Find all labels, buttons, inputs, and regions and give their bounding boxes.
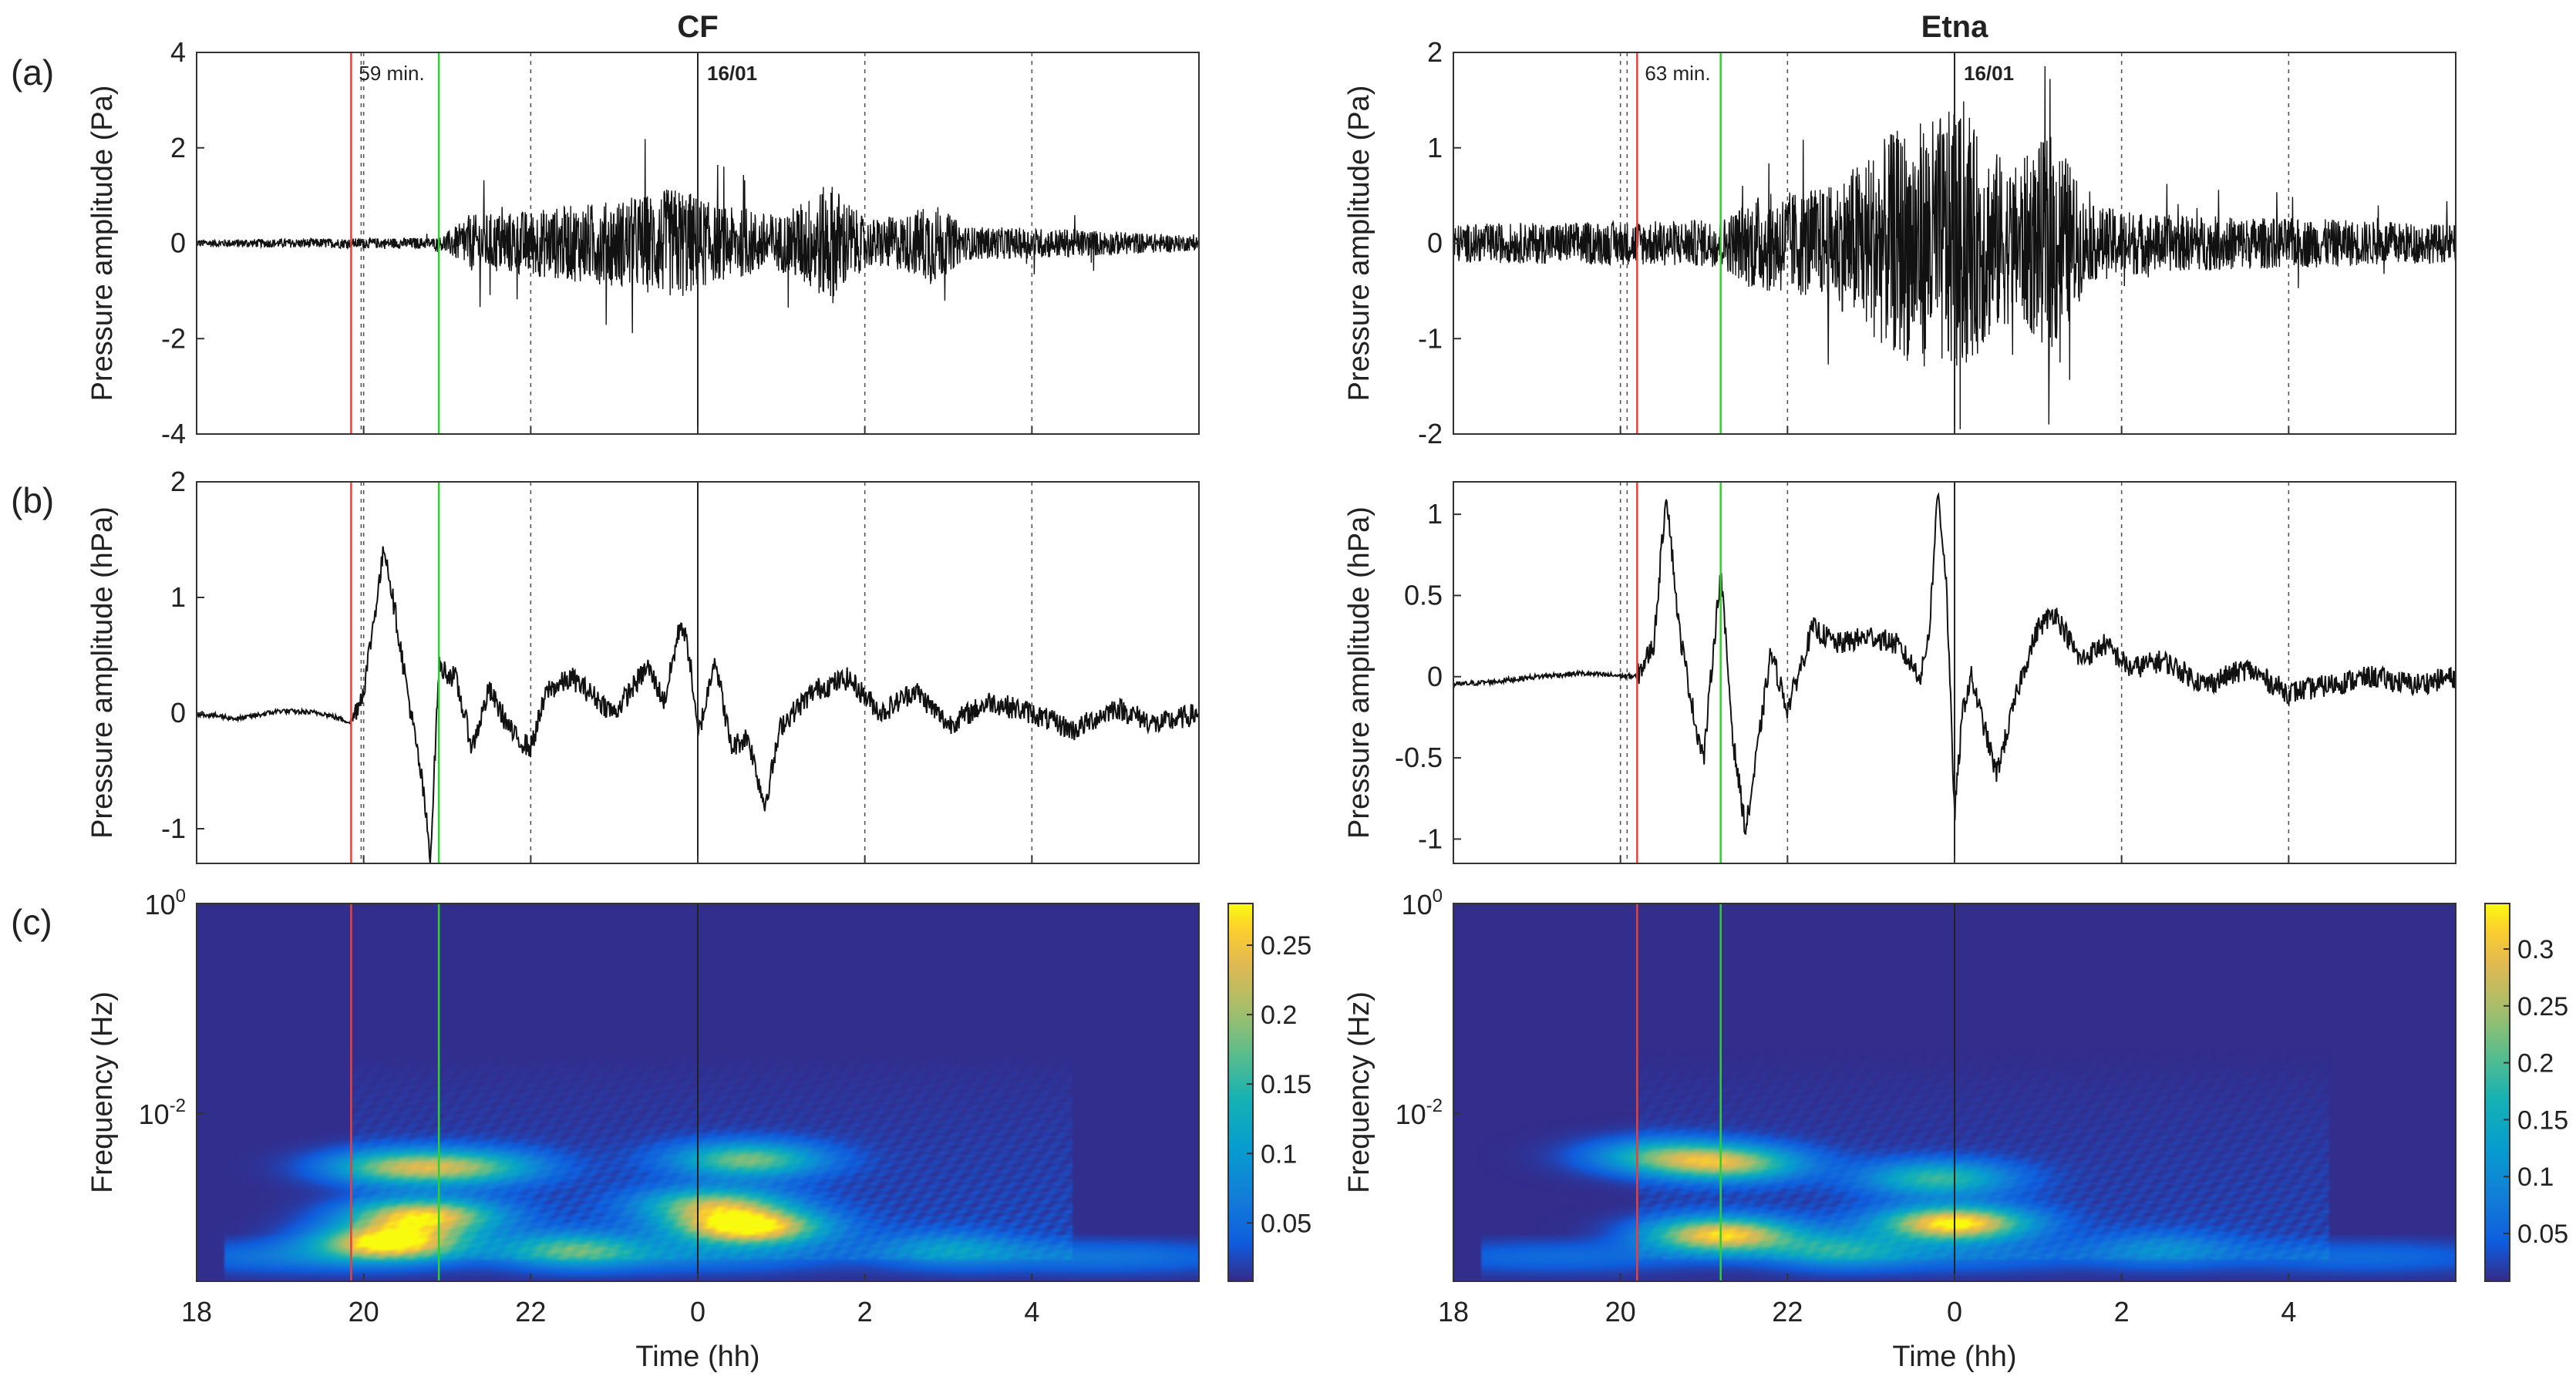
colorbar-tick-label: 0.2 bbox=[1261, 1001, 1297, 1030]
colorbar-tick-label: 0.1 bbox=[1261, 1139, 1297, 1169]
x-tick-label: 20 bbox=[349, 1296, 379, 1327]
y-tick-label: 100 bbox=[1402, 886, 1443, 920]
colorbar bbox=[1227, 903, 1254, 1282]
y-tick-label: 2 bbox=[1427, 36, 1443, 68]
date-label: 16/01 bbox=[707, 62, 757, 85]
y-axis-label: Pressure amplitude (Pa) bbox=[86, 86, 119, 402]
x-tick-label: 20 bbox=[1605, 1296, 1636, 1327]
y-tick-exponent: 0 bbox=[1433, 886, 1443, 907]
x-tick-label: 0 bbox=[690, 1296, 705, 1327]
y-axis-label: Frequency (Hz) bbox=[1343, 991, 1376, 1193]
x-tick-label: 0 bbox=[1947, 1296, 1962, 1327]
y-tick-label: 0 bbox=[1427, 661, 1443, 692]
y-tick-label: 2 bbox=[170, 132, 186, 163]
x-tick-label: 2 bbox=[2114, 1296, 2130, 1327]
x-tick-label: 4 bbox=[1024, 1296, 1039, 1327]
y-tick-exponent: -2 bbox=[1426, 1095, 1443, 1116]
y-tick-exponent: -2 bbox=[170, 1095, 186, 1116]
colorbar-tick-label: 0.05 bbox=[1261, 1209, 1312, 1238]
y-tick-label: -0.5 bbox=[1395, 742, 1443, 773]
y-tick-exponent: 0 bbox=[176, 886, 186, 907]
y-axis-label: Pressure amplitude (Pa) bbox=[1343, 86, 1376, 402]
colorbar-tick-label: 0.15 bbox=[1261, 1070, 1312, 1099]
y-tick-label: 10-2 bbox=[1396, 1095, 1443, 1130]
delay-annotation: 59 min. bbox=[359, 62, 424, 85]
y-tick-label: 0 bbox=[1427, 227, 1443, 259]
y-tick-base: 10 bbox=[139, 1099, 170, 1130]
y-tick-label: 0 bbox=[170, 697, 186, 729]
x-tick-label: 4 bbox=[2281, 1296, 2296, 1327]
panel-label: (a) bbox=[11, 52, 54, 93]
colorbar-tick-label: 0.25 bbox=[1261, 931, 1312, 961]
y-tick-label: -1 bbox=[1418, 823, 1443, 854]
y-tick-base: 10 bbox=[1402, 889, 1433, 920]
colorbar-tick-label: 0.15 bbox=[2517, 1105, 2568, 1135]
colorbar-tick-label: 0.1 bbox=[2517, 1163, 2554, 1192]
y-tick-label: -1 bbox=[161, 813, 186, 844]
y-tick-label: 0 bbox=[170, 227, 186, 259]
x-tick-label: 18 bbox=[1438, 1296, 1469, 1327]
panel-label: (b) bbox=[11, 480, 54, 520]
colorbar-tick-label: 0.2 bbox=[2517, 1049, 2554, 1078]
y-tick-label: -4 bbox=[161, 418, 186, 449]
colorbar-tick-label: 0.25 bbox=[2517, 992, 2568, 1021]
y-tick-label: -2 bbox=[161, 322, 186, 354]
y-tick-base: 10 bbox=[1396, 1099, 1426, 1130]
x-tick-label: 18 bbox=[181, 1296, 212, 1327]
y-tick-label: 4 bbox=[170, 36, 186, 68]
y-tick-label: 0.5 bbox=[1404, 579, 1443, 611]
y-axis-label: Pressure amplitude (hPa) bbox=[86, 506, 119, 839]
y-tick-label: -2 bbox=[1418, 418, 1443, 449]
chart-title: Etna bbox=[1921, 10, 1988, 44]
x-tick-label: 22 bbox=[1772, 1296, 1803, 1327]
x-axis-label: Time (hh) bbox=[635, 1341, 759, 1373]
y-axis-label: Pressure amplitude (hPa) bbox=[1343, 506, 1376, 839]
y-tick-label: 10-2 bbox=[139, 1095, 186, 1130]
date-label: 16/01 bbox=[1964, 62, 2014, 85]
y-tick-base: 10 bbox=[145, 889, 176, 920]
y-tick-label: 1 bbox=[1427, 498, 1443, 530]
x-tick-label: 22 bbox=[515, 1296, 546, 1327]
y-axis-label: Frequency (Hz) bbox=[86, 991, 119, 1193]
panel-label: (c) bbox=[11, 902, 52, 942]
y-tick-label: 100 bbox=[145, 886, 186, 920]
x-tick-label: 2 bbox=[857, 1296, 873, 1327]
chart-title: CF bbox=[677, 10, 718, 44]
x-axis-label: Time (hh) bbox=[1892, 1341, 2016, 1373]
y-tick-label: 2 bbox=[170, 466, 186, 497]
y-tick-label: 1 bbox=[170, 581, 186, 613]
delay-annotation: 63 min. bbox=[1645, 62, 1710, 85]
colorbar bbox=[2484, 903, 2510, 1282]
colorbar-tick-label: 0.3 bbox=[2517, 935, 2554, 964]
colorbar-tick-label: 0.05 bbox=[2517, 1220, 2568, 1249]
y-tick-label: 1 bbox=[1427, 132, 1443, 163]
y-tick-label: -1 bbox=[1418, 322, 1443, 354]
